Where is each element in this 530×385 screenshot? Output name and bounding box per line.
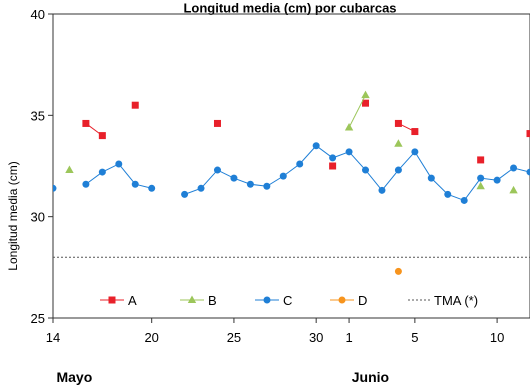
data-point	[427, 174, 435, 182]
data-point	[312, 142, 320, 150]
x-tick-label: 10	[490, 330, 504, 345]
x-tick-label: 14	[46, 330, 60, 345]
data-point	[509, 185, 518, 194]
data-point	[329, 154, 337, 162]
data-point	[477, 174, 485, 182]
data-point	[53, 184, 57, 192]
series-line	[85, 163, 152, 189]
data-point	[378, 186, 386, 194]
y-tick-label: 25	[31, 311, 45, 326]
legend-item-tma: TMA (*)	[408, 293, 478, 308]
data-point	[394, 119, 402, 127]
data-point	[148, 184, 156, 192]
data-point	[181, 190, 189, 198]
legend-label: D	[358, 293, 367, 308]
data-point	[510, 164, 518, 172]
legend-label: TMA (*)	[434, 293, 478, 308]
data-point	[344, 122, 354, 131]
data-point	[131, 180, 139, 188]
month-label: Mayo	[56, 369, 92, 385]
x-tick-label: 25	[227, 330, 241, 345]
legend-item-b: B	[180, 293, 217, 308]
data-point	[394, 267, 402, 275]
data-point	[476, 181, 485, 190]
data-point	[362, 166, 370, 174]
chart-title: Longitud media (cm) por cubarcas	[183, 1, 396, 16]
legend-label: B	[208, 293, 217, 308]
x-tick-label: 5	[411, 330, 418, 345]
y-tick-label: 35	[31, 108, 45, 123]
legend-label: A	[128, 293, 137, 308]
data-point	[526, 130, 530, 138]
legend-marker	[263, 296, 271, 304]
series-d	[394, 267, 402, 275]
data-point	[115, 160, 123, 168]
series-line	[184, 145, 530, 202]
series-b	[65, 90, 518, 194]
data-point	[394, 166, 402, 174]
data-point	[82, 180, 90, 188]
data-point	[362, 99, 370, 107]
data-point	[65, 165, 74, 174]
y-axis: 25 30 35 40	[31, 7, 53, 326]
plot-frame	[52, 13, 530, 319]
month-labels: Mayo Junio	[56, 369, 389, 385]
data-point	[263, 182, 271, 190]
legend-item-c: C	[255, 293, 292, 308]
data-point	[131, 101, 139, 109]
y-tick-label: 30	[31, 210, 45, 225]
x-tick-label: 20	[144, 330, 158, 345]
data-point	[98, 168, 106, 176]
y-axis-label: Longitud media (cm)	[6, 161, 20, 270]
data-point	[213, 119, 221, 127]
month-label: Junio	[352, 369, 389, 385]
x-axis: 14 20 25 30 1 5 10	[46, 318, 504, 345]
x-tick-label: 1	[345, 330, 352, 345]
data-point	[361, 90, 370, 99]
x-tick-label: 30	[309, 330, 323, 345]
data-point	[82, 119, 90, 127]
data-point	[230, 174, 238, 182]
data-point	[296, 160, 304, 168]
data-point	[197, 184, 205, 192]
data-point	[345, 148, 353, 156]
series-a	[82, 99, 530, 170]
legend-item-d: D	[330, 293, 367, 308]
data-point	[329, 162, 337, 170]
data-point	[460, 196, 468, 204]
data-point	[246, 180, 254, 188]
data-point	[411, 148, 419, 156]
data-point	[279, 172, 287, 180]
data-point	[477, 156, 485, 164]
data-point	[526, 168, 530, 176]
data-point	[394, 139, 403, 147]
legend-marker	[187, 295, 197, 303]
data-point	[411, 128, 419, 136]
legend-marker	[338, 296, 346, 304]
legend-item-a: A	[100, 293, 137, 308]
legend-marker	[108, 296, 116, 304]
series-c	[53, 142, 530, 204]
data-point	[493, 176, 501, 184]
y-tick-label: 40	[31, 7, 45, 22]
data-point	[98, 132, 106, 140]
series-line	[348, 94, 366, 128]
legend: A B C D TMA (*)	[100, 293, 478, 308]
series-layer	[53, 90, 530, 275]
legend-label: C	[283, 293, 292, 308]
data-point	[444, 190, 452, 198]
data-point	[213, 166, 221, 174]
